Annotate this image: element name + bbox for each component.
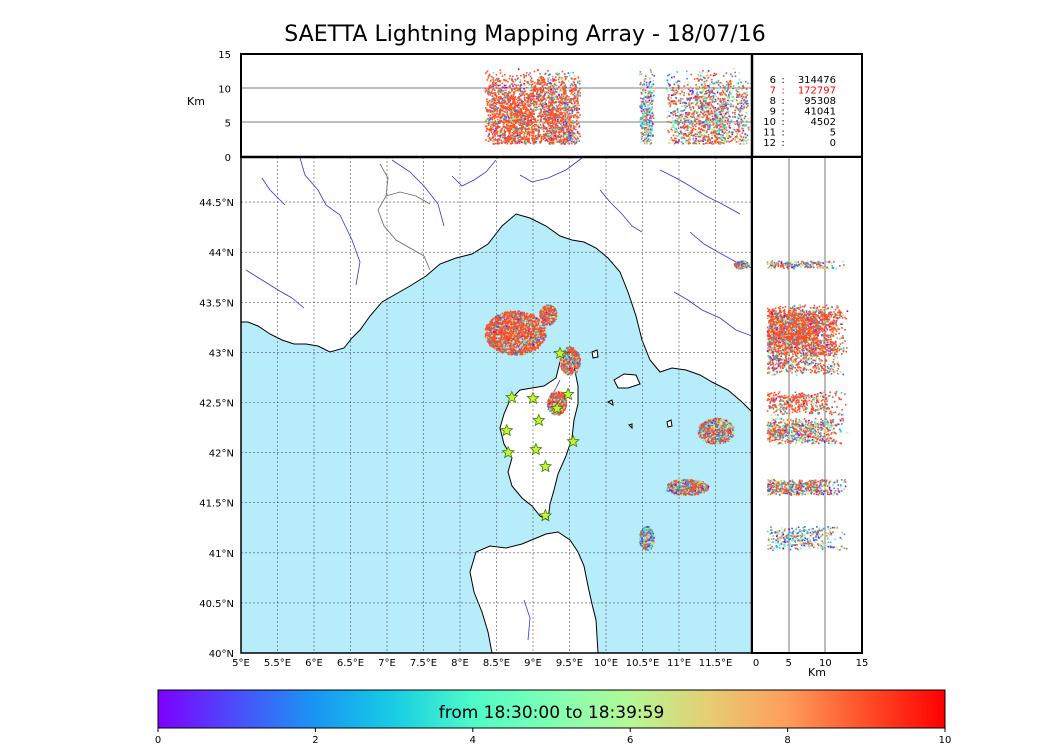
montecristo-islet xyxy=(628,423,633,430)
colorbar-tick-label: 2 xyxy=(312,735,318,746)
colorbar-tick-label: 0 xyxy=(155,735,161,746)
lat-tick-label: 44°N xyxy=(209,248,234,259)
station-star-icon xyxy=(501,445,515,459)
lat-tick-label: 41°N xyxy=(209,549,234,560)
lon-tick-label: 7°E xyxy=(378,658,396,669)
station-star-icon xyxy=(550,401,564,415)
station-star-icon xyxy=(538,459,553,473)
legend-source-count: 95308 xyxy=(804,96,836,107)
station-star-icon xyxy=(529,442,543,456)
side-lightning-sources xyxy=(766,260,849,552)
station-count-legend: 6: 314476 7: 172797 8: 95308 9: 41041 10: 4502 11:… xyxy=(763,75,836,149)
colorbar-caption: from 18:30:00 to 18:39:59 xyxy=(438,703,665,723)
colorbar-gradient xyxy=(157,689,946,729)
legend-source-count: 5 xyxy=(830,128,836,139)
lon-tick-label: 6°E xyxy=(305,658,323,669)
legend-station-count: 12 xyxy=(763,138,776,149)
lat-tick-label: 40.5°N xyxy=(199,599,234,610)
altitude-tick-label: 15 xyxy=(218,50,231,61)
lat-tick-label: 40°N xyxy=(209,649,234,660)
station-star-icon xyxy=(526,391,540,405)
legend-source-count: 172797 xyxy=(798,86,836,97)
station-star-icon xyxy=(561,387,575,401)
station-star-icon xyxy=(499,423,514,437)
lon-tick-label: 5.5°E xyxy=(264,658,291,669)
altitude-lat-panel: 0 5 10 15 Km xyxy=(751,156,869,679)
station-star-icon xyxy=(532,413,546,427)
lon-tick-label: 6.5°E xyxy=(337,658,364,669)
legend-colon: : xyxy=(781,138,784,149)
lon-tick-label: 11.5°E xyxy=(699,658,733,669)
lma-stations xyxy=(499,346,580,522)
legend-source-count: 41041 xyxy=(804,107,836,118)
side-tick-label: 10 xyxy=(819,658,832,669)
lat-tick-label: 42°N xyxy=(209,449,234,460)
lat-tick-label: 44.5°N xyxy=(199,198,234,209)
capraia-islet xyxy=(591,349,599,359)
side-ticks: 0 5 10 15 xyxy=(753,658,869,669)
station-star-icon xyxy=(538,508,553,522)
legend-station-count: 11 xyxy=(763,128,776,139)
lon-tick-label: 10°E xyxy=(594,658,618,669)
lat-tick-label: 41.5°N xyxy=(199,499,234,510)
colorbar-ticks: 0 2 4 6 8 10 xyxy=(155,728,952,746)
lon-tick-label: 7.5°E xyxy=(410,658,437,669)
altitude-ticks: 0 5 10 15 xyxy=(218,50,231,164)
legend-colon: : xyxy=(781,117,784,128)
altitude-lightning-sources xyxy=(484,68,750,145)
station-star-icon xyxy=(505,390,519,404)
lon-tick-label: 5°E xyxy=(232,658,250,669)
legend-station-count: 7 xyxy=(770,86,776,97)
legend-source-count: 4502 xyxy=(811,117,836,128)
side-xlabel: Km xyxy=(808,666,826,679)
colorbar-tick-label: 6 xyxy=(627,735,633,746)
legend-colon: : xyxy=(781,96,784,107)
lon-tick-label: 9.5°E xyxy=(556,658,583,669)
map-graticule xyxy=(241,157,752,653)
side-tick-label: 15 xyxy=(856,658,869,669)
altitude-tick-label: 10 xyxy=(218,84,231,95)
figure-title: SAETTA Lightning Mapping Array - 18/07/1… xyxy=(284,22,766,47)
legend-station-count: 6 xyxy=(770,75,776,86)
lon-tick-label: 8.5°E xyxy=(483,658,510,669)
legend-colon: : xyxy=(781,86,784,97)
colorbar-tick-label: 8 xyxy=(784,735,790,746)
legend-colon: : xyxy=(781,75,784,86)
legend-colon: : xyxy=(781,107,784,118)
lon-tick-label: 11°E xyxy=(667,658,691,669)
legend-station-count: 9 xyxy=(770,107,776,118)
station-star-icon xyxy=(566,434,580,448)
legend-source-count: 0 xyxy=(830,138,836,149)
side-tick-label: 5 xyxy=(785,658,791,669)
sardinia-island xyxy=(469,531,599,653)
altitude-tick-label: 0 xyxy=(225,153,231,164)
lon-tick-label: 10.5°E xyxy=(626,658,660,669)
lat-tick-label: 42.5°N xyxy=(199,398,234,409)
map-lon-ticks: 5°E 5.5°E 6°E 6.5°E 7°E 7.5°E 8°E 8.5°E 9°E 9.5°E… xyxy=(232,658,732,669)
lon-tick-label: 9°E xyxy=(524,658,542,669)
station-star-icon xyxy=(553,346,567,360)
lon-tick-label: 8°E xyxy=(451,658,469,669)
country-borders xyxy=(377,163,431,271)
colorbar: 0 2 4 6 8 10 xyxy=(155,689,952,746)
legend-station-count: 8 xyxy=(770,96,776,107)
legend-source-count: 314476 xyxy=(798,75,836,86)
colorbar-tick-label: 10 xyxy=(939,735,952,746)
map-lat-ticks: 40°N 40.5°N 41°N 41.5°N 42°N 42.5°N 43°N 43.5°N… xyxy=(199,198,234,660)
map-lightning-sources xyxy=(484,260,750,552)
legend-colon: : xyxy=(781,128,784,139)
giglio-islet xyxy=(666,419,673,428)
altitude-ylabel: Km xyxy=(187,95,205,108)
colorbar-tick-label: 4 xyxy=(470,735,476,746)
map-panel: 5°E 5.5°E 6°E 6.5°E 7°E 7.5°E 8°E 8.5°E 9°E 9.5°E… xyxy=(199,156,753,669)
lat-tick-label: 43.5°N xyxy=(199,298,234,309)
rivers xyxy=(245,157,752,641)
elba-island xyxy=(613,373,641,389)
altitude-tick-label: 5 xyxy=(225,119,231,130)
side-tick-label: 0 xyxy=(753,658,759,669)
lat-tick-label: 43°N xyxy=(209,348,234,359)
legend-station-count: 10 xyxy=(763,117,776,128)
